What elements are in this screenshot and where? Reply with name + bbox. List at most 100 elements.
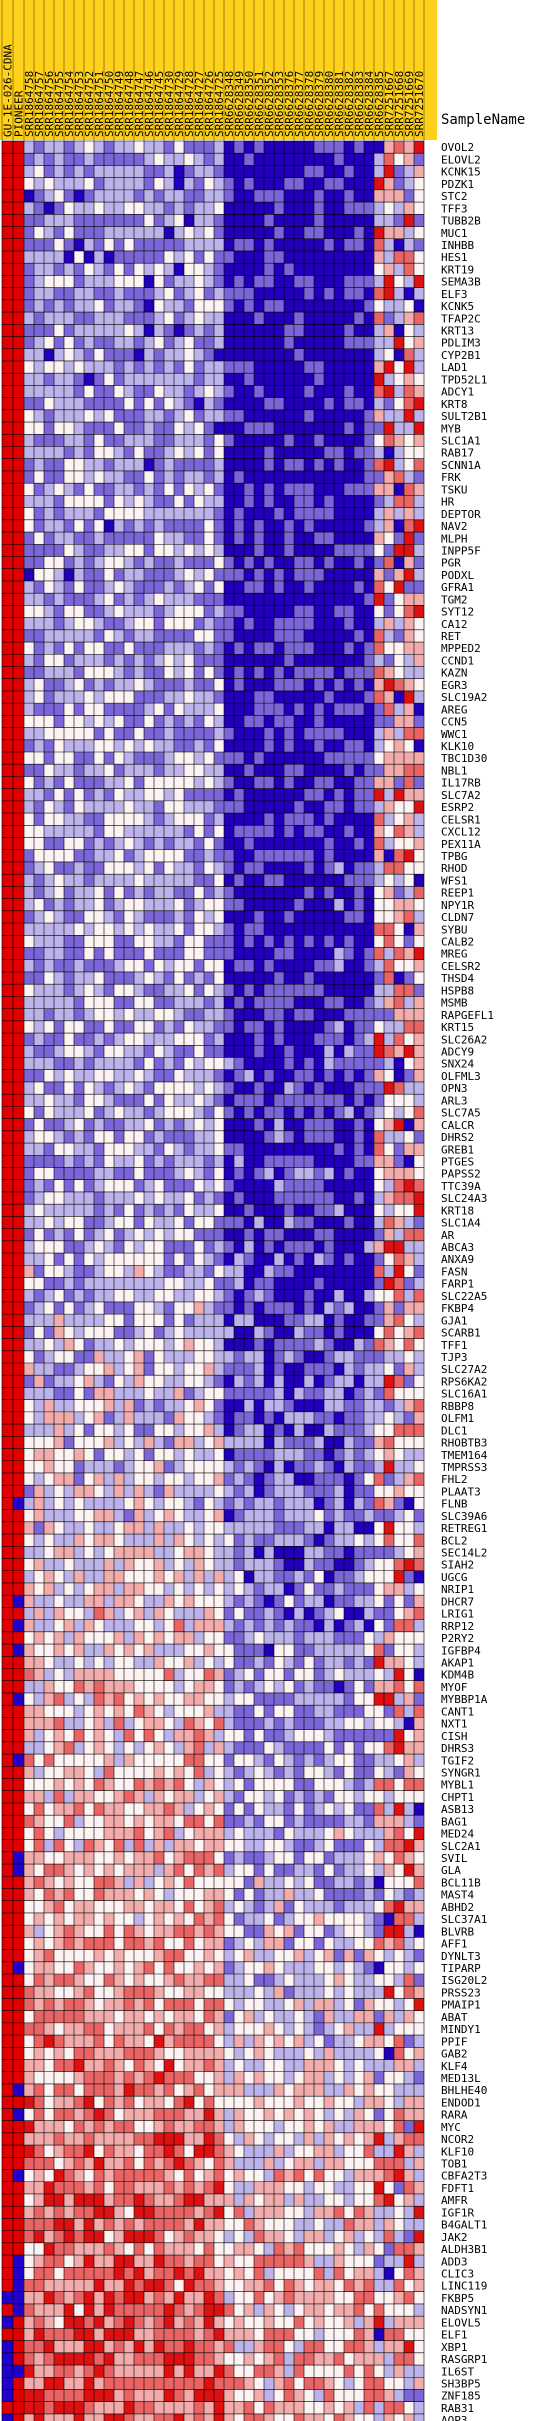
heatmap-cell	[184, 617, 194, 631]
heatmap-cell	[384, 1424, 394, 1437]
heatmap-cell	[374, 299, 384, 313]
heatmap-cell	[234, 947, 244, 961]
heatmap-cell	[404, 1228, 414, 1242]
heatmap-cell	[54, 800, 64, 814]
heatmap-cell	[344, 874, 354, 887]
heatmap-cell	[34, 654, 44, 667]
heatmap-cell	[64, 825, 74, 839]
heatmap-cell	[224, 935, 234, 949]
heatmap-cell	[384, 1314, 394, 1327]
heatmap-cell	[64, 189, 74, 203]
heatmap-cell	[214, 312, 224, 325]
heatmap-cell	[124, 1363, 134, 1376]
heatmap-cell	[24, 923, 34, 936]
heatmap-cell	[154, 739, 164, 753]
heatmap-cell	[354, 1314, 364, 1327]
heatmap-cell	[64, 959, 74, 973]
heatmap-cell	[174, 1521, 184, 1535]
heatmap-cell	[44, 605, 54, 619]
annotation-cell	[13, 470, 24, 484]
heatmap-cell	[94, 336, 104, 350]
heatmap-cell	[274, 348, 284, 362]
heatmap-cell	[174, 458, 184, 472]
heatmap-cell	[304, 202, 314, 215]
heatmap-cell	[154, 470, 164, 484]
heatmap-cell	[54, 971, 64, 985]
heatmap-cell	[184, 299, 194, 313]
heatmap-cell	[204, 1155, 214, 1168]
heatmap-cell	[364, 470, 374, 484]
heatmap-cell	[304, 1436, 314, 1450]
heatmap-cell	[204, 678, 214, 692]
heatmap-cell	[234, 1509, 244, 1523]
heatmap-cell	[134, 275, 144, 289]
heatmap-cell	[194, 1472, 204, 1486]
heatmap-cell	[174, 507, 184, 521]
heatmap-cell	[24, 642, 34, 655]
heatmap-cell	[84, 580, 94, 594]
heatmap-cell	[404, 299, 414, 313]
heatmap-cell	[214, 923, 224, 936]
heatmap-cell	[194, 263, 204, 276]
heatmap-cell	[364, 849, 374, 863]
heatmap-cell	[314, 996, 324, 1010]
heatmap-cell	[384, 1509, 394, 1523]
annotation-cell	[2, 1998, 13, 2012]
heatmap-cell	[334, 544, 344, 557]
annotation-cell	[2, 153, 13, 166]
heatmap-cell	[134, 202, 144, 215]
heatmap-cell	[334, 996, 344, 1010]
heatmap-cell	[194, 446, 204, 460]
annotation-cell	[13, 1301, 24, 1315]
heatmap-cell	[284, 898, 294, 912]
annotation-cell	[2, 1741, 13, 1755]
heatmap-cell	[394, 532, 404, 545]
heatmap-cell	[364, 1130, 374, 1144]
heatmap-cell	[154, 275, 164, 289]
heatmap-cell	[94, 690, 104, 704]
heatmap-cell	[134, 1289, 144, 1303]
heatmap-cell	[104, 458, 114, 472]
annotation-cell	[2, 1204, 13, 1217]
heatmap-cell	[114, 1155, 124, 1168]
heatmap-cell	[124, 1008, 134, 1022]
heatmap-cell	[104, 1301, 114, 1315]
heatmap-cell	[394, 1130, 404, 1144]
heatmap-cell	[174, 1008, 184, 1022]
heatmap-cell	[394, 1069, 404, 1083]
heatmap-cell	[154, 165, 164, 179]
annotation-cell	[13, 1656, 24, 1669]
heatmap-cell	[44, 935, 54, 949]
heatmap-cell	[124, 385, 134, 399]
heatmap-cell	[364, 324, 374, 338]
heatmap-cell	[114, 825, 124, 839]
heatmap-cell	[284, 348, 294, 362]
heatmap-cell	[124, 1179, 134, 1193]
heatmap-cell	[334, 629, 344, 643]
column-label: SRR6628377	[293, 71, 306, 137]
heatmap-cell	[324, 1472, 334, 1486]
heatmap-cell	[64, 1521, 74, 1535]
heatmap-cell	[284, 837, 294, 851]
annotation-cell	[13, 397, 24, 411]
heatmap-cell	[104, 409, 114, 423]
heatmap-cell	[254, 764, 264, 777]
heatmap-cell	[144, 1155, 154, 1168]
heatmap-cell	[364, 1118, 374, 1132]
heatmap-cell	[284, 287, 294, 301]
column-label: SRR6628351	[253, 71, 266, 137]
heatmap-cell	[34, 470, 44, 484]
annotation-cell	[2, 1631, 13, 1645]
heatmap-cell	[264, 141, 274, 154]
heatmap-cell	[394, 813, 404, 826]
heatmap-cell	[84, 1130, 94, 1144]
heatmap-cell	[124, 1509, 134, 1523]
heatmap-cell	[404, 654, 414, 667]
heatmap-cell	[164, 910, 174, 924]
heatmap-cell	[44, 910, 54, 924]
annotation-cell	[13, 2132, 24, 2146]
heatmap-cell	[404, 1326, 414, 1340]
heatmap-cell	[174, 971, 184, 985]
heatmap-cell	[384, 360, 394, 374]
heatmap-cell	[24, 1338, 34, 1352]
